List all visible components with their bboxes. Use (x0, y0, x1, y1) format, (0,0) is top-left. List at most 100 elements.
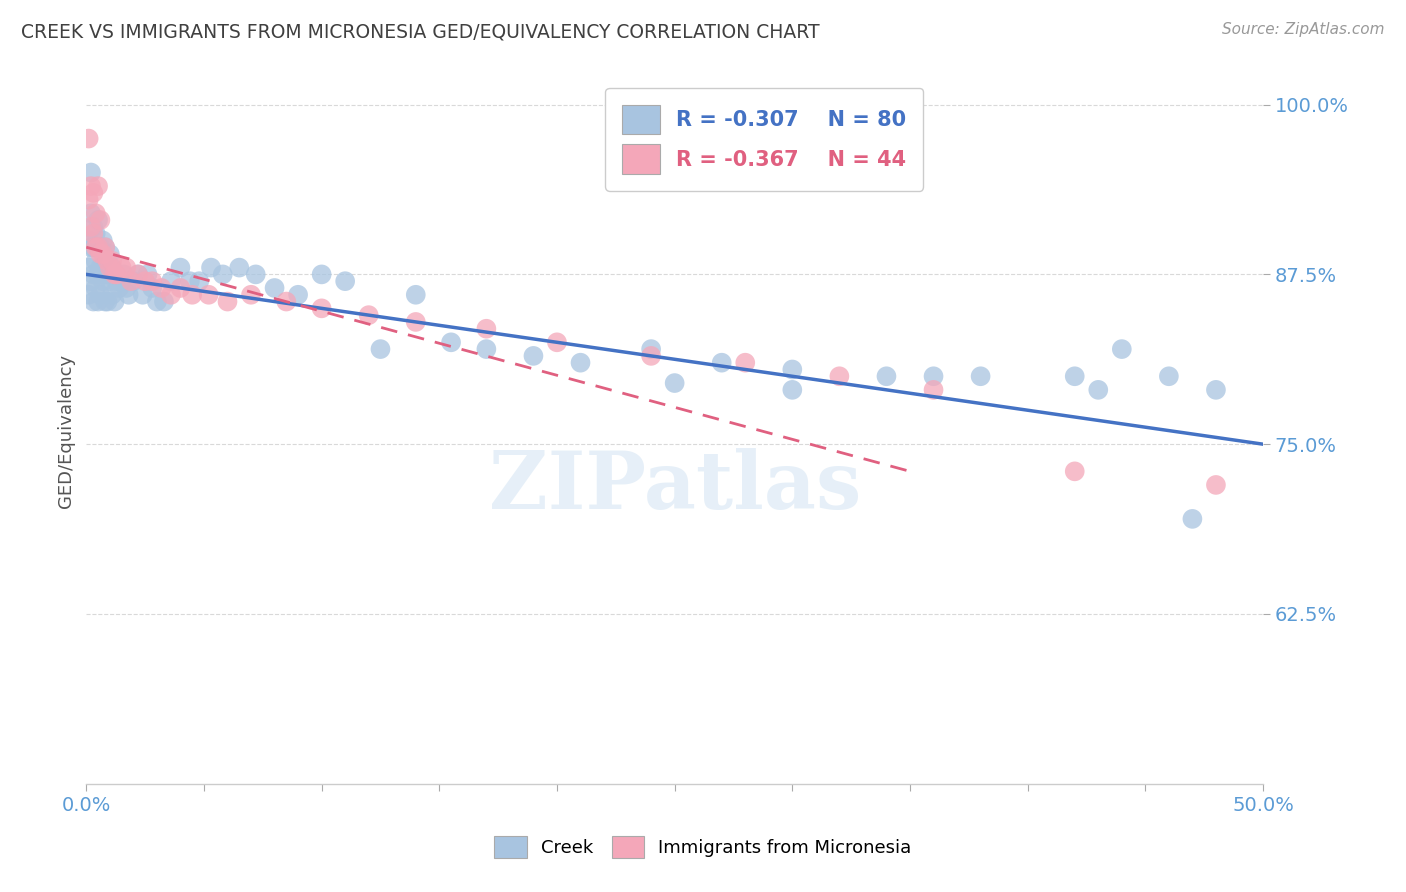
Point (357, 308, 380, 322)
Point (82, 219, 104, 234)
Point (640, 342, 662, 356)
Y-axis label: GED/Equivalency: GED/Equivalency (58, 353, 75, 508)
Point (96, 253, 118, 268)
Point (228, 260, 250, 275)
Point (84, 227, 107, 241)
Point (87, 294, 110, 309)
Point (875, 369, 897, 384)
Point (475, 322, 498, 336)
Point (89, 240, 111, 254)
Point (522, 349, 544, 363)
Point (112, 268, 135, 282)
Point (110, 260, 132, 275)
Point (77, 131, 100, 145)
Point (80, 274, 103, 288)
Point (828, 369, 851, 384)
Point (287, 287, 309, 301)
Point (120, 274, 142, 288)
Point (94, 240, 117, 254)
Point (122, 274, 145, 288)
Point (181, 287, 204, 301)
Point (94, 268, 117, 282)
Point (105, 268, 128, 282)
Point (197, 287, 219, 301)
Point (87, 240, 110, 254)
Point (132, 287, 155, 301)
Point (82, 294, 104, 309)
Point (82, 186, 104, 200)
Point (922, 383, 945, 397)
Point (103, 268, 125, 282)
Point (1157, 369, 1180, 384)
Legend: Creek, Immigrants from Micronesia: Creek, Immigrants from Micronesia (486, 829, 920, 865)
Point (664, 376, 686, 390)
Point (782, 362, 804, 376)
Point (87, 268, 110, 282)
Point (80, 165, 103, 179)
Point (89, 213, 111, 227)
Point (311, 268, 333, 282)
Point (101, 260, 124, 275)
Point (245, 268, 267, 282)
Point (475, 342, 498, 356)
Point (969, 369, 991, 384)
Point (169, 281, 191, 295)
Point (105, 274, 128, 288)
Point (82, 227, 104, 241)
Point (179, 274, 201, 288)
Legend: R = -0.307    N = 80, R = -0.367    N = 44: R = -0.307 N = 80, R = -0.367 N = 44 (606, 87, 924, 191)
Text: ZIPatlas: ZIPatlas (488, 448, 860, 526)
Point (440, 335, 463, 350)
Point (91, 247, 114, 261)
Point (1205, 478, 1227, 492)
Point (1181, 512, 1204, 526)
Point (333, 274, 356, 288)
Point (118, 287, 141, 301)
Text: CREEK VS IMMIGRANTS FROM MICRONESIA GED/EQUIVALENCY CORRELATION CHART: CREEK VS IMMIGRANTS FROM MICRONESIA GED/… (21, 22, 820, 41)
Point (103, 294, 125, 309)
Point (98, 274, 121, 288)
Point (82, 268, 104, 282)
Point (80, 179, 103, 194)
Point (160, 287, 183, 301)
Point (98, 260, 121, 275)
Point (136, 268, 159, 282)
Point (82, 240, 104, 254)
Point (77, 287, 100, 301)
Point (1063, 464, 1085, 478)
Point (91, 274, 114, 288)
Point (240, 287, 263, 301)
Point (87, 179, 110, 194)
Point (80, 219, 103, 234)
Point (1063, 369, 1085, 384)
Point (127, 268, 149, 282)
Point (160, 274, 183, 288)
Point (1087, 383, 1109, 397)
Point (84, 253, 107, 268)
Point (276, 294, 298, 309)
Point (89, 247, 111, 261)
Point (1111, 342, 1133, 356)
Point (77, 193, 100, 207)
Point (134, 274, 156, 288)
Point (141, 281, 163, 295)
Point (141, 274, 163, 288)
Point (77, 234, 100, 248)
Point (263, 281, 285, 295)
Point (89, 287, 111, 301)
Point (146, 294, 169, 309)
Point (640, 349, 662, 363)
Point (80, 240, 103, 254)
Point (569, 356, 592, 370)
Point (84, 281, 107, 295)
Point (77, 260, 100, 275)
Point (91, 234, 114, 248)
Point (782, 383, 804, 397)
Point (108, 281, 131, 295)
Point (546, 335, 568, 350)
Point (84, 240, 107, 254)
Point (115, 260, 138, 275)
Point (101, 253, 124, 268)
Point (710, 356, 733, 370)
Point (87, 240, 110, 254)
